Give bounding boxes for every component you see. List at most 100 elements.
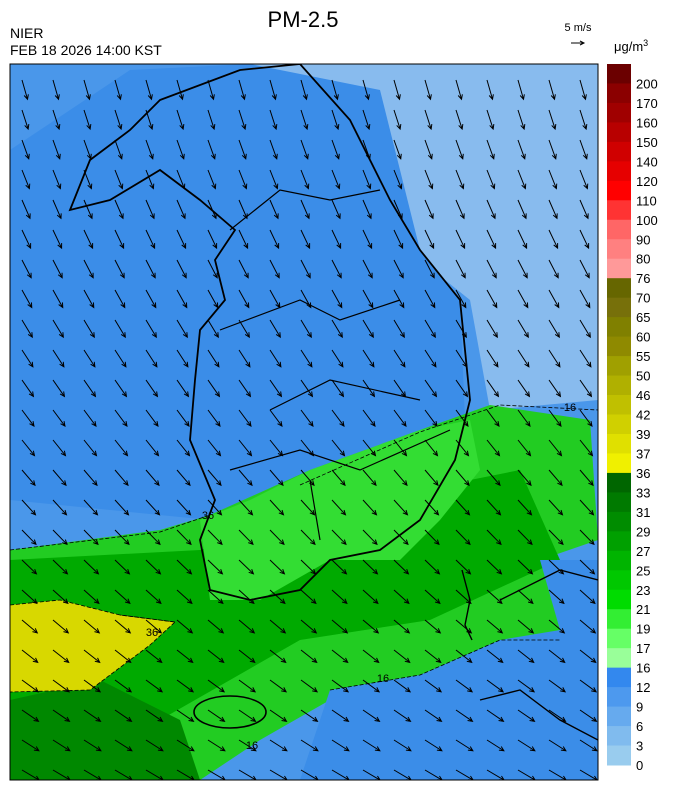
wind-arrow	[486, 319, 498, 339]
wind-arrow	[176, 679, 195, 693]
colorbar-label: 25	[636, 563, 650, 578]
wind-arrow	[362, 529, 378, 546]
colorbar-segment	[607, 356, 631, 377]
wind-arrow	[455, 379, 469, 398]
wind-arrow	[517, 439, 532, 457]
wind-arrow	[300, 619, 318, 634]
wind-arrow	[269, 79, 277, 101]
wind-arrow	[269, 169, 279, 190]
wind-arrow	[176, 439, 191, 457]
colorbar-label: 39	[636, 427, 650, 442]
wind-arrow	[207, 559, 224, 575]
wind-arrow	[331, 319, 343, 339]
wind-arrow	[114, 139, 123, 160]
wind-arrow	[52, 469, 67, 487]
wind-arrow	[517, 679, 536, 693]
colorbar-segment	[607, 687, 631, 708]
wind-arrow	[579, 289, 591, 309]
wind-arrow	[548, 79, 556, 101]
wind-arrow	[145, 169, 155, 190]
wind-arrow	[83, 169, 93, 190]
wind-arrow	[517, 229, 528, 250]
wind-arrow	[114, 529, 130, 546]
colorbar-label: 37	[636, 446, 650, 461]
wind-arrow	[207, 619, 225, 634]
colorbar-segment	[607, 628, 631, 649]
wind-arrow	[21, 259, 32, 279]
wind-arrow	[238, 169, 248, 190]
wind-arrow	[486, 139, 495, 160]
wind-arrow	[21, 289, 33, 309]
colorbar-segment	[607, 180, 631, 201]
colorbar-label: 50	[636, 369, 650, 384]
colorbar-segment	[607, 648, 631, 669]
wind-arrow	[362, 109, 371, 131]
wind-arrow	[269, 619, 287, 634]
wind-arrow	[145, 589, 162, 605]
wind-arrow	[238, 589, 255, 605]
wind-arrow	[486, 499, 502, 516]
wind-arrow	[579, 169, 589, 190]
wind-arrow	[21, 439, 36, 457]
wind-arrow	[21, 499, 37, 516]
wind-arrow	[424, 169, 434, 190]
wind-arrow	[455, 739, 474, 752]
wind-arrow	[362, 559, 379, 575]
wind-arrow	[548, 169, 558, 190]
colorbar-label: 90	[636, 232, 650, 247]
colorbar-segment	[607, 550, 631, 571]
wind-arrow	[114, 319, 126, 339]
colorbar-label: 27	[636, 544, 650, 559]
wind-arrow	[83, 349, 96, 368]
wind-arrow	[393, 229, 404, 250]
wind-arrow	[269, 679, 288, 693]
wind-arrow	[548, 139, 557, 160]
wind-arrow	[300, 379, 314, 398]
wind-arrow	[176, 319, 188, 339]
wind-arrow	[424, 649, 442, 664]
wind-arrow	[83, 79, 91, 101]
colorbar-label: 3	[636, 739, 643, 754]
wind-arrow	[21, 229, 32, 250]
wind-arrow	[145, 679, 164, 693]
wind-arrow	[114, 349, 127, 368]
wind-arrow	[579, 109, 588, 131]
wind-arrow	[52, 289, 64, 309]
wind-arrow	[393, 379, 407, 398]
wind-arrow	[176, 619, 194, 634]
wind-arrow	[393, 349, 406, 368]
wind-arrow	[579, 679, 598, 693]
wind-arrow	[83, 199, 93, 220]
region-yellow	[10, 599, 176, 693]
wind-arrow	[517, 319, 529, 339]
wind-arrow	[83, 709, 102, 722]
unit-base: μg/m	[614, 39, 643, 54]
wind-arrow	[455, 529, 471, 546]
wind-arrows	[21, 79, 598, 780]
colorbar-segment	[607, 531, 631, 552]
wind-scale-label: 5 m/s	[565, 22, 592, 34]
wind-arrow	[331, 649, 349, 664]
wind-arrow	[424, 199, 434, 220]
wind-arrow	[424, 259, 435, 279]
wind-arrow	[393, 439, 408, 457]
wind-arrow	[52, 319, 64, 339]
wind-arrow	[269, 349, 282, 368]
colorbar-label: 60	[636, 330, 650, 345]
wind-arrow	[52, 709, 71, 722]
wind-arrow	[455, 349, 468, 368]
wind-arrow	[517, 529, 533, 546]
colorbar-segment	[607, 433, 631, 454]
colorbar-segment	[607, 492, 631, 513]
wind-arrow	[145, 559, 162, 575]
wind-arrow	[579, 409, 593, 427]
wind-arrow	[269, 229, 280, 250]
wind-arrow	[548, 229, 559, 250]
wind-arrow	[424, 499, 440, 516]
wind-arrow	[300, 739, 319, 752]
colorbar-segment	[607, 706, 631, 727]
wind-arrow	[362, 139, 371, 160]
wind-arrow	[300, 499, 316, 516]
wind-arrow	[300, 139, 309, 160]
wind-arrow	[145, 739, 164, 752]
